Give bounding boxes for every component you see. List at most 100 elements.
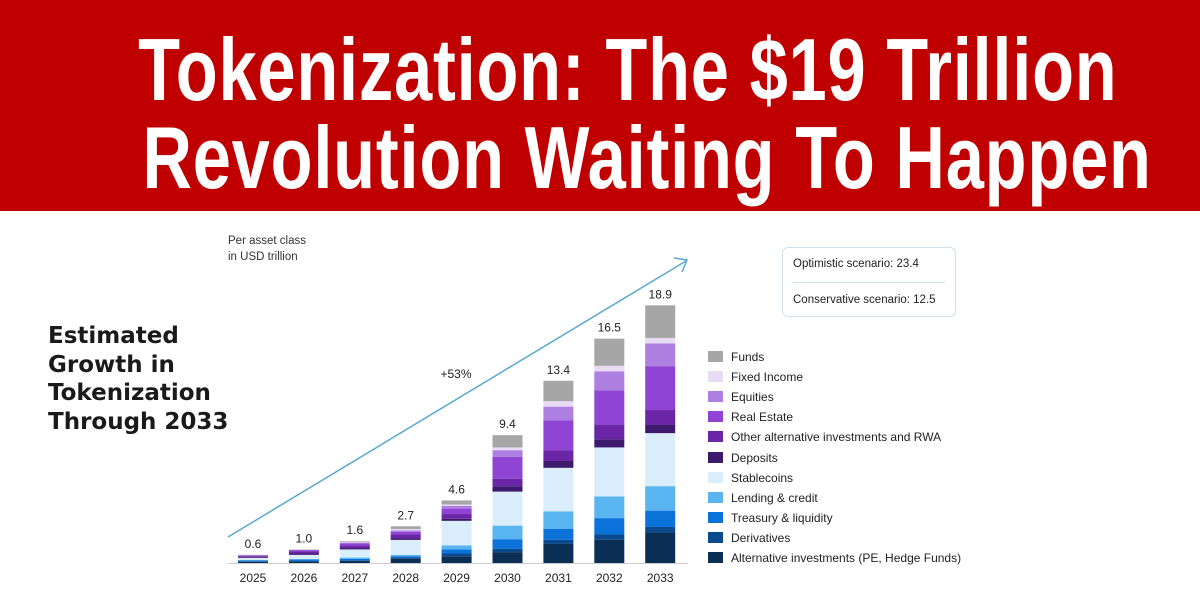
bar-segment (288, 559, 319, 561)
bar-segment (492, 552, 523, 563)
bar-segment (339, 543, 370, 546)
legend-item: Lending & credit (708, 491, 818, 511)
bar-segment (645, 424, 676, 434)
bar-segment (492, 447, 523, 451)
bar-segment (594, 496, 625, 519)
bar-segment (645, 305, 676, 338)
bar-segment (390, 557, 421, 559)
legend-item: Equities (708, 390, 774, 410)
legend-label: Lending & credit (731, 490, 818, 505)
growth-annotation: +53% (440, 367, 471, 381)
bar-segment (543, 380, 574, 402)
bar-segment (238, 557, 268, 561)
chart-subtitle-line-2: in USD trillion (228, 251, 298, 263)
legend-item: Funds (708, 350, 764, 370)
trend-arrow-head-icon (673, 257, 689, 273)
bar-segment (339, 541, 370, 542)
bar-segment (390, 529, 421, 531)
title-line-2: Revolution Waiting To Happen (142, 108, 1152, 207)
x-tick-label: 2029 (443, 571, 470, 585)
legend-label: Derivatives (731, 530, 791, 545)
bar-segment (492, 491, 523, 526)
bar-segment (543, 511, 574, 530)
conservative-scenario: Conservative scenario: 12.5 (793, 294, 936, 306)
legend-label: Deposits (731, 450, 778, 465)
legend-label: Funds (731, 350, 765, 364)
legend-label: Equities (731, 390, 774, 405)
bar-segment (441, 514, 472, 519)
bar-segment (339, 545, 370, 549)
bar-segment (288, 561, 319, 563)
bar-segment (543, 467, 574, 512)
legend-swatch (708, 491, 723, 503)
bar-segment (594, 371, 625, 391)
bar-segment (339, 557, 370, 559)
bar-segment (543, 450, 574, 462)
legend-item: Fixed Income (708, 370, 803, 390)
legend-label: Other alternative investments and RWA (731, 430, 942, 445)
bar-segment (594, 390, 625, 425)
bar-segment (645, 433, 676, 487)
legend-item: Treasury & liquidity (708, 511, 833, 531)
bar-total-label: 2.7 (397, 508, 414, 522)
bar-segment (441, 500, 472, 505)
bar-segment (238, 556, 268, 558)
bar-segment (645, 343, 676, 367)
bar-segment (543, 543, 574, 563)
legend-swatch (708, 411, 723, 423)
legend-label: Real Estate (731, 410, 794, 425)
bar-segment (288, 551, 319, 554)
bar-segment (543, 539, 574, 544)
legend-swatch (708, 552, 723, 563)
bar-segment (543, 401, 574, 407)
bar-segment (238, 555, 268, 557)
legend-swatch (708, 471, 723, 483)
bar-total-label: 4.6 (448, 482, 465, 496)
legend-label: Treasury & liquidity (731, 510, 833, 525)
bar-segment (645, 366, 676, 411)
bar-segment (238, 560, 268, 562)
legend-item: Other alternative investments and RWA (708, 430, 941, 450)
legend-label: Alternative investments (PE, Hedge Funds… (731, 551, 962, 565)
bar-segment (594, 534, 625, 540)
x-tick-label: 2031 (545, 571, 572, 585)
title-banner: Tokenization: The $19 Trillion Revolutio… (0, 0, 1200, 211)
legend-item: Stablecoins (708, 471, 793, 491)
bar-segment (441, 520, 472, 546)
bar-segment (645, 510, 676, 527)
scenario-divider (793, 282, 945, 283)
bar-segment (594, 439, 625, 448)
bar-segment (492, 539, 523, 549)
bar-segment (288, 560, 319, 562)
side-caption: Estimated Growth in Tokenization Through… (48, 323, 229, 435)
legend-swatch (708, 451, 723, 463)
bar-segment (441, 545, 472, 550)
bar-segment (238, 561, 268, 563)
x-tick-label: 2027 (341, 571, 368, 585)
bar-total-label: 1.0 (296, 531, 313, 545)
x-tick-label: 2032 (596, 571, 623, 585)
bar-segment (390, 539, 421, 555)
bar-segment (238, 557, 268, 558)
chart-subtitle-line-1: Per asset class (228, 235, 306, 247)
bar-segment (339, 549, 370, 558)
bar-segment (441, 504, 472, 506)
bar-segment (288, 550, 319, 552)
bar-segment (441, 505, 472, 509)
bar-segment (339, 542, 370, 544)
legend-label: Stablecoins (731, 470, 794, 485)
bar-segment (543, 420, 574, 451)
chart-subtitle: Per asset class in USD trillion (228, 233, 306, 265)
bar-segment (492, 548, 523, 553)
bar-total-label: 0.6 (245, 537, 262, 551)
bar-segment (594, 539, 625, 563)
bar-segment (238, 561, 268, 562)
bar-segment (645, 486, 676, 511)
bar-segment (390, 538, 421, 540)
bar-segment (390, 530, 421, 532)
bar-segment (492, 478, 523, 487)
bar-segment (441, 518, 472, 521)
bar-segment (390, 556, 421, 558)
bar-segment (390, 554, 421, 557)
legend-swatch (708, 371, 723, 383)
